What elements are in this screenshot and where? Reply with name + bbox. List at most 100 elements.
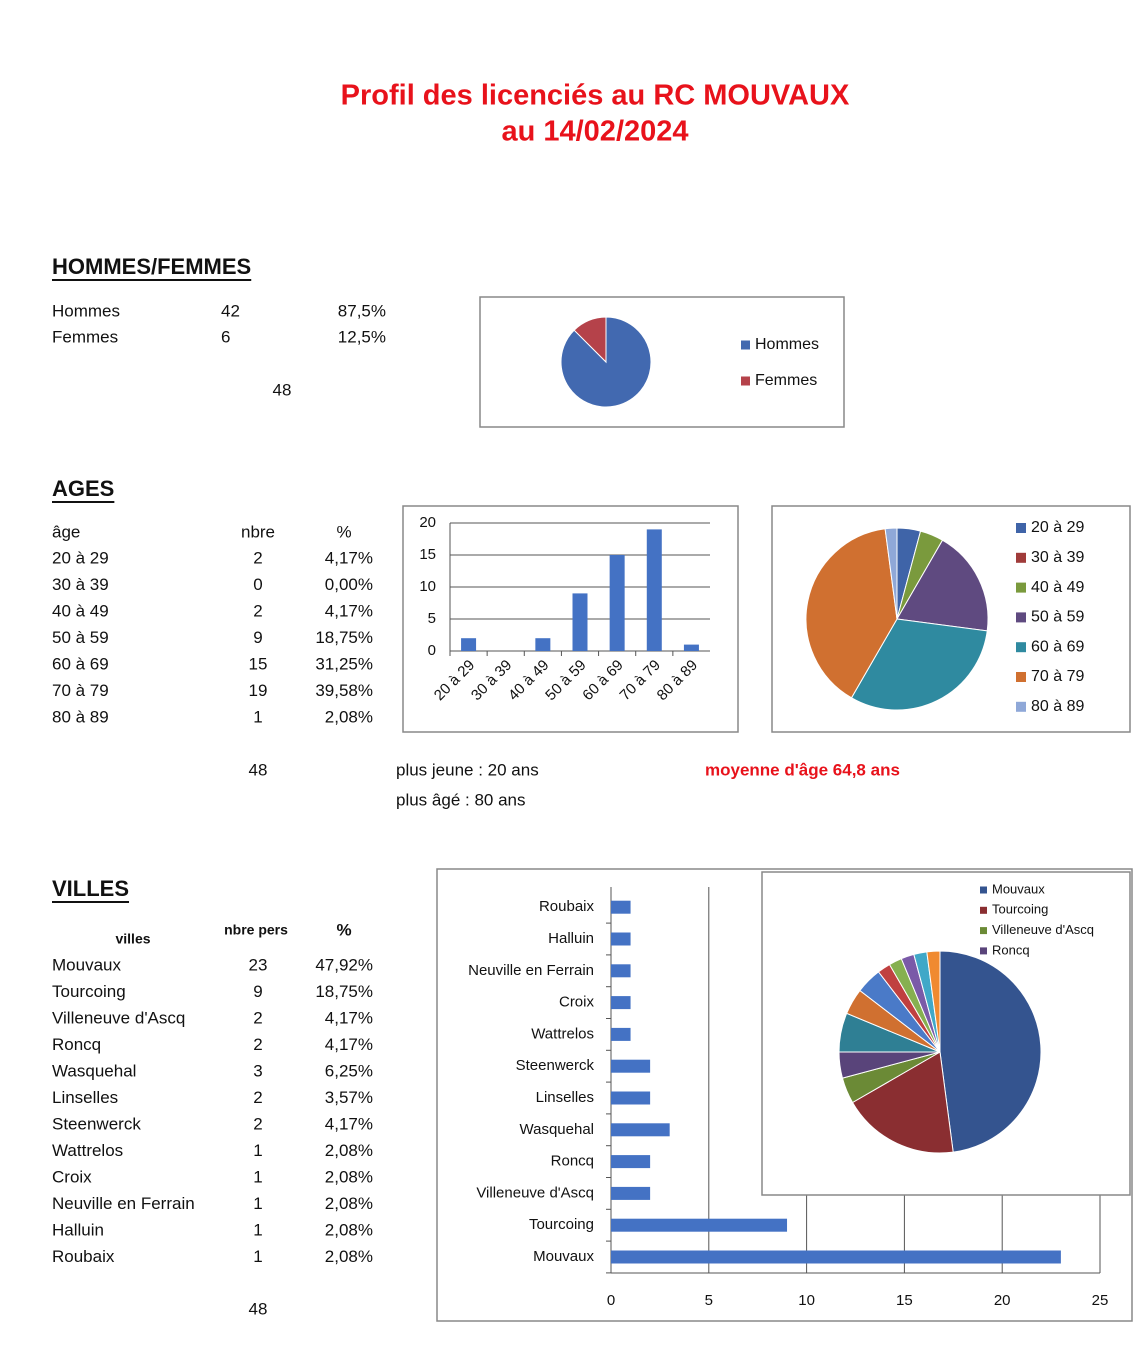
row-percent: 2,08%	[325, 1167, 373, 1186]
row-count: 2	[253, 1114, 262, 1133]
legend-swatch	[980, 906, 987, 914]
y-tick-label: 10	[419, 578, 436, 595]
row-label: Femmes	[52, 327, 118, 346]
bar	[611, 1250, 1061, 1264]
legend-label: Roncq	[992, 942, 1030, 957]
row-count: 1	[253, 1194, 262, 1213]
section-heading: HOMMES/FEMMES	[52, 254, 251, 279]
row-percent: 2,08%	[325, 1141, 373, 1160]
x-tick-label: 15	[896, 1292, 913, 1309]
row-percent: 2,08%	[325, 1247, 373, 1266]
row-count: 1	[253, 1247, 262, 1266]
legend-swatch	[980, 886, 987, 894]
y-tick-label: Halluin	[548, 930, 594, 947]
column-header: %	[336, 522, 351, 541]
row-count: 42	[221, 301, 240, 320]
row-count: 15	[249, 654, 268, 673]
pie-slice	[851, 1051, 954, 1154]
legend-swatch	[1016, 701, 1026, 712]
total: 48	[249, 760, 268, 779]
y-tick-label: Roncq	[551, 1153, 594, 1170]
y-tick-label: Roubaix	[539, 898, 595, 915]
row-label: Halluin	[52, 1220, 104, 1239]
bar	[461, 638, 477, 651]
row-percent: 0,00%	[325, 575, 373, 594]
legend-label: Mouvaux	[992, 881, 1045, 896]
pie-slice	[805, 528, 898, 699]
row-count: 6	[221, 327, 230, 346]
x-tick-label: 5	[705, 1292, 713, 1309]
row-count: 1	[253, 707, 262, 726]
legend-swatch	[980, 927, 987, 935]
row-label: Linselles	[52, 1088, 118, 1107]
y-tick-label: 5	[428, 610, 436, 627]
bar	[535, 638, 551, 651]
legend-swatch	[1016, 642, 1026, 653]
legend-label: Villeneuve d'Ascq	[992, 922, 1094, 937]
row-percent: 39,58%	[315, 681, 373, 700]
y-tick-label: 20	[419, 514, 436, 531]
row-percent: 4,17%	[325, 548, 373, 567]
row-count: 1	[253, 1167, 262, 1186]
pie-slice	[926, 950, 941, 1053]
y-tick-label: Wattrelos	[531, 1025, 594, 1042]
legend-swatch	[1016, 523, 1026, 533]
y-tick-label: Croix	[559, 994, 595, 1011]
note: moyenne d'âge 64,8 ans	[705, 760, 900, 779]
bar	[683, 644, 699, 651]
legend-label: 30 à 39	[1031, 549, 1084, 566]
y-tick-label: Tourcoing	[529, 1216, 594, 1233]
subtitle: au 14/02/2024	[501, 116, 688, 148]
row-label: Wasquehal	[52, 1061, 136, 1080]
y-tick-label: Wasquehal	[520, 1121, 595, 1138]
legend-swatch	[1016, 552, 1026, 563]
x-tick-label: 10	[798, 1292, 815, 1309]
legend-swatch	[741, 376, 750, 386]
y-tick-label: Neuville en Ferrain	[468, 962, 594, 979]
note: plus jeune : 20 ans	[396, 760, 539, 779]
row-label: Croix	[52, 1167, 92, 1186]
row-label: 80 à 89	[52, 707, 109, 726]
row-count: 2	[253, 548, 262, 567]
bar	[572, 593, 588, 651]
row-label: 40 à 49	[52, 601, 109, 620]
y-tick-label: Villeneuve d'Ascq	[476, 1184, 594, 1201]
row-label: 70 à 79	[52, 681, 109, 700]
bar	[611, 1027, 631, 1041]
legend-label: Hommes	[755, 336, 819, 353]
legend-swatch	[1016, 672, 1026, 682]
legend-swatch	[741, 340, 750, 350]
y-tick-label: 0	[428, 642, 436, 659]
bar	[611, 1155, 651, 1169]
legend-swatch	[980, 947, 987, 955]
row-label: Neuville en Ferrain	[52, 1194, 195, 1213]
bar	[611, 1186, 651, 1200]
bar	[611, 1091, 651, 1105]
row-percent: 2,08%	[325, 707, 373, 726]
row-label: Roubaix	[52, 1247, 115, 1266]
row-percent: 3,57%	[325, 1088, 373, 1107]
legend-label: 60 à 69	[1031, 638, 1084, 655]
y-tick-label: 15	[419, 546, 436, 563]
row-percent: 12,5%	[338, 327, 386, 346]
row-percent: 2,08%	[325, 1220, 373, 1239]
chart-frame	[479, 296, 845, 428]
row-label: Wattrelos	[52, 1141, 123, 1160]
row-count: 9	[253, 628, 262, 647]
x-tick-label: 25	[1092, 1292, 1109, 1309]
pie-slice	[884, 527, 898, 620]
column-header: %	[336, 920, 351, 939]
title: Profil des licenciés au RC MOUVAUX	[341, 80, 850, 112]
legend-label: 80 à 89	[1031, 698, 1084, 715]
legend-swatch	[1016, 582, 1026, 593]
row-label: Mouvaux	[52, 955, 121, 974]
row-percent: 47,92%	[315, 955, 373, 974]
column-header: nbre pers	[224, 922, 288, 938]
x-tick-label: 20	[994, 1292, 1011, 1309]
pie-slice	[573, 316, 607, 364]
legend-swatch	[1016, 612, 1026, 623]
row-count: 3	[253, 1061, 262, 1080]
